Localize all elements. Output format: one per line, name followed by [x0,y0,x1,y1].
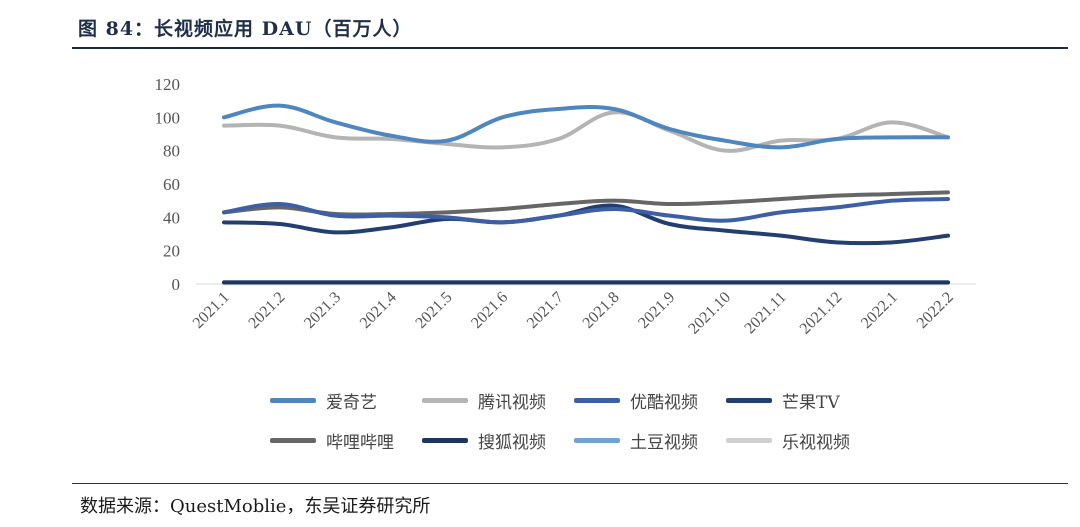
legend-label: 优酷视频 [630,393,698,413]
source-note: 数据来源：QuestMoblie，东吴证券研究所 [80,496,431,517]
y-tick-label: 100 [155,108,181,127]
legend-label: 爱奇艺 [326,393,377,413]
legend-label: 乐视视频 [782,433,850,453]
x-tick-label: 2021.11 [741,289,789,337]
y-tick-label: 40 [163,208,180,227]
figure-title: 图 84：长视频应用 DAU（百万人） [78,18,413,40]
bottom-rule [72,483,1068,484]
legend-item: 优酷视频 [574,388,698,413]
y-tick-label: 60 [163,175,180,194]
y-tick-label: 80 [163,142,180,161]
x-tick-label: 2022.2 [914,289,957,332]
x-tick-label: 2021.6 [468,289,511,332]
legend-swatch [726,398,772,403]
top-rule [72,47,1068,49]
x-tick-label: 2021.4 [357,289,400,332]
legend-label: 腾讯视频 [478,393,546,413]
x-tick-label: 2021.8 [580,289,623,332]
legend-item: 爱奇艺 [270,388,377,413]
x-tick-label: 2021.7 [524,289,567,332]
x-tick-label: 2021.3 [301,289,344,332]
series-line [222,203,950,246]
x-tick-label: 2021.12 [797,289,846,338]
x-tick-label: 2021.2 [245,289,288,332]
legend-item: 芒果TV [726,388,840,413]
legend-swatch [270,438,316,443]
legend-swatch [574,398,620,403]
dau-line-chart: 0 20 40 60 80 100 120 2021.1 2021.2 2021.3 2021.4 2… [155,75,976,338]
legend-item: 土豆视频 [574,428,698,453]
legend-item: 搜狐视频 [422,428,546,453]
legend-swatch [422,438,468,443]
legend-item: 腾讯视频 [422,388,546,413]
y-tick-label: 120 [155,75,181,94]
x-tick-label: 2021.1 [190,289,233,332]
series-line [222,103,950,150]
legend-item: 乐视视频 [726,428,850,453]
x-tick-label: 2021.9 [635,289,678,332]
x-tick-label: 2021.10 [685,289,734,338]
legend-swatch [726,438,772,443]
legend-item: 哔哩哔哩 [270,428,394,453]
legend-label: 哔哩哔哩 [326,433,394,453]
legend-swatch [574,438,620,443]
legend-swatch [270,398,316,403]
x-tick-label: 2022.1 [858,289,901,332]
x-tick-label: 2021.5 [412,289,455,332]
legend-swatch [422,398,468,403]
y-tick-label: 20 [163,242,180,261]
legend-label: 土豆视频 [630,433,698,453]
series-line [222,197,950,225]
series-line [222,110,950,153]
legend-label: 芒果TV [782,393,840,413]
legend-label: 搜狐视频 [478,433,546,453]
y-tick-label: 0 [172,275,181,294]
